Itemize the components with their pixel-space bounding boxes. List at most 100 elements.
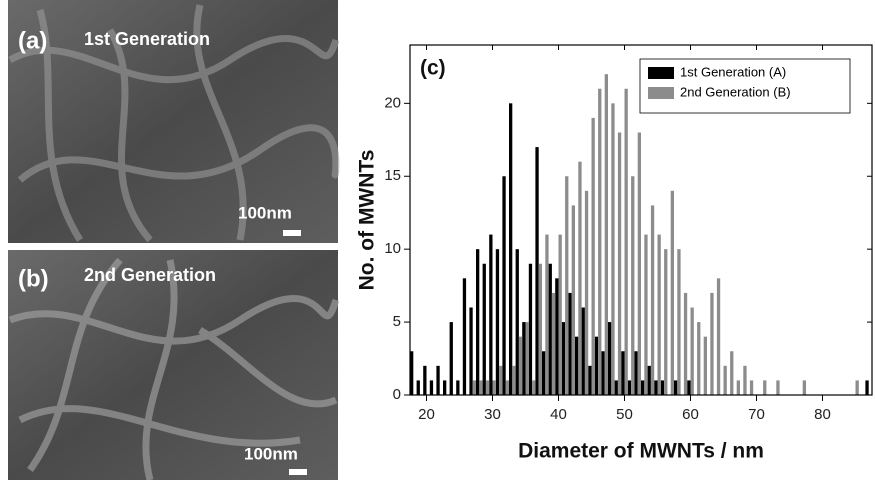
panel-a: (a) 1st Generation 100nm xyxy=(8,0,340,243)
bar xyxy=(429,380,434,395)
bar xyxy=(525,322,529,395)
bar xyxy=(736,380,740,395)
bar xyxy=(608,322,612,395)
bar xyxy=(604,74,608,396)
bar xyxy=(571,205,575,395)
bar xyxy=(683,292,688,395)
panel-title: 2nd Generation xyxy=(84,265,216,285)
bar xyxy=(710,292,714,395)
bar xyxy=(674,380,678,395)
bar xyxy=(535,147,539,395)
bar xyxy=(545,234,549,395)
bar xyxy=(509,103,513,395)
bar xyxy=(485,380,490,395)
bar xyxy=(614,380,618,395)
bar xyxy=(657,234,661,395)
x-tick-label: 70 xyxy=(748,406,765,423)
bar xyxy=(462,278,467,395)
annotation: (c) xyxy=(420,57,446,80)
bar xyxy=(723,365,727,395)
bar xyxy=(624,88,628,395)
bar xyxy=(650,205,655,395)
bar xyxy=(654,380,658,395)
bar xyxy=(802,380,806,395)
bar xyxy=(476,249,480,395)
bar xyxy=(621,351,625,395)
bar xyxy=(627,380,632,395)
bar xyxy=(601,351,605,395)
bar xyxy=(502,176,506,395)
panel-title: 1st Generation xyxy=(84,29,210,49)
y-tick-label: 0 xyxy=(393,386,401,403)
bar xyxy=(743,365,747,395)
x-tick-label: 60 xyxy=(682,406,699,423)
legend-label: 1st Generation (A) xyxy=(680,64,786,79)
bar xyxy=(548,263,552,395)
bar xyxy=(423,365,427,395)
legend-swatch xyxy=(648,67,674,79)
bar xyxy=(865,380,869,395)
scale-bar xyxy=(283,230,301,236)
bar xyxy=(561,322,566,395)
bar xyxy=(631,176,635,395)
bar xyxy=(634,351,638,395)
bar xyxy=(575,336,579,395)
y-tick-label: 15 xyxy=(384,167,401,184)
x-tick-label: 20 xyxy=(418,406,435,423)
y-tick-label: 20 xyxy=(384,94,401,111)
legend: 1st Generation (A) 2nd Generation (B) xyxy=(639,58,851,114)
bar xyxy=(703,336,707,395)
legend-box xyxy=(639,58,851,114)
panel-b: (b) 2nd Generation 100nm xyxy=(8,250,340,480)
bar xyxy=(512,365,516,395)
bar xyxy=(532,380,536,395)
bar xyxy=(522,322,526,395)
panel-label: (b) xyxy=(18,265,49,292)
bar xyxy=(749,380,754,395)
bar xyxy=(495,249,500,395)
bar xyxy=(716,278,721,395)
bar xyxy=(855,380,859,395)
bar xyxy=(443,380,447,395)
bar xyxy=(578,161,582,395)
scale-bar xyxy=(289,469,307,475)
y-tick-label: 10 xyxy=(384,240,401,257)
bar xyxy=(591,117,595,396)
bar xyxy=(568,292,572,395)
bar xyxy=(730,351,734,395)
bar xyxy=(670,190,674,395)
bar xyxy=(581,307,585,395)
bar xyxy=(538,263,542,395)
legend-swatch xyxy=(648,87,674,99)
bar xyxy=(584,190,589,395)
bar xyxy=(641,380,645,395)
bar xyxy=(505,380,509,395)
bar xyxy=(565,176,569,395)
bar xyxy=(664,249,668,395)
bar xyxy=(456,380,460,395)
scale-label: 100nm xyxy=(244,444,298,463)
bar xyxy=(542,351,546,395)
fiber-texture xyxy=(8,4,340,243)
bar xyxy=(594,336,599,395)
bar xyxy=(472,380,476,395)
legend-label: 2nd Generation (B) xyxy=(680,84,791,99)
panel-label: (a) xyxy=(18,27,47,54)
x-axis-title: Diameter of MWNTs / nm xyxy=(518,440,764,463)
bar xyxy=(551,292,556,395)
x-tick-label: 50 xyxy=(616,406,633,423)
bar xyxy=(697,322,701,395)
bar xyxy=(660,380,665,395)
x-tick-label: 40 xyxy=(550,406,567,423)
bar xyxy=(558,234,562,395)
plot-frame xyxy=(409,44,873,396)
bar xyxy=(449,322,453,395)
bar xyxy=(677,249,681,395)
bar xyxy=(489,234,493,395)
bar xyxy=(637,132,641,395)
bar xyxy=(482,263,486,395)
bar xyxy=(598,88,602,395)
fiber-texture xyxy=(8,257,340,480)
